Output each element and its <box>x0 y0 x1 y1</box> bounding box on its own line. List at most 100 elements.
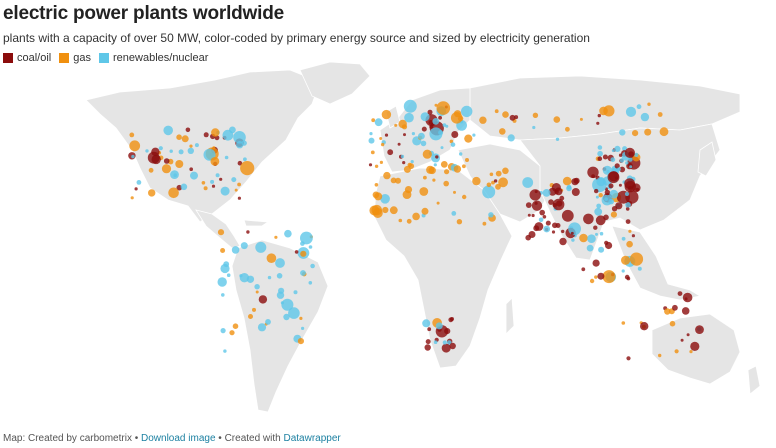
plant-marker-gas <box>370 150 375 155</box>
plant-marker-coal-oil <box>163 158 170 164</box>
plant-marker-coal-oil <box>593 225 598 230</box>
plant-marker-gas <box>374 164 379 168</box>
plant-marker-gas <box>669 320 676 327</box>
plant-marker-gas <box>211 128 220 137</box>
plant-marker-coal-oil <box>421 126 427 132</box>
plant-marker-renewables <box>608 198 614 205</box>
plant-marker-renewables <box>420 140 427 147</box>
plant-marker-renewables <box>222 129 234 141</box>
plant-marker-renewables <box>275 258 285 268</box>
plant-marker-coal-oil <box>534 222 544 231</box>
plant-marker-gas <box>248 314 253 319</box>
plant-marker-coal-oil <box>451 131 459 138</box>
plant-marker-renewables <box>507 134 515 142</box>
plant-marker-coal-oil <box>570 231 574 235</box>
plant-marker-gas <box>421 207 429 215</box>
plant-marker-gas <box>240 161 255 176</box>
plant-marker-renewables <box>440 146 444 150</box>
plant-marker-renewables <box>538 217 544 223</box>
plant-marker-renewables <box>568 222 581 236</box>
plant-marker-renewables <box>625 192 629 196</box>
plant-marker-coal-oil <box>384 133 389 137</box>
plant-marker-gas <box>299 316 303 320</box>
plant-marker-renewables <box>368 137 375 144</box>
plant-marker-gas <box>674 349 679 354</box>
plant-marker-coal-oil <box>614 163 620 169</box>
plant-marker-gas <box>626 240 633 248</box>
datawrapper-link[interactable]: Datawrapper <box>283 433 341 444</box>
plant-marker-coal-oil <box>559 195 565 201</box>
plant-marker-coal-oil <box>531 213 535 218</box>
plant-marker-coal-oil <box>690 341 700 351</box>
plant-marker-coal-oil <box>686 333 690 337</box>
plant-marker-gas <box>621 255 631 265</box>
plant-marker-gas <box>589 278 595 284</box>
plant-marker-gas <box>594 275 598 279</box>
plant-marker-coal-oil <box>185 127 191 133</box>
plant-marker-renewables <box>231 246 240 254</box>
plant-marker-gas <box>565 126 570 132</box>
plant-marker-gas <box>453 190 456 194</box>
plant-marker-renewables <box>595 195 599 199</box>
power-plant-markers <box>128 99 704 361</box>
coal-oil-swatch <box>3 53 13 63</box>
plant-marker-coal-oil <box>531 200 543 211</box>
plant-marker-gas <box>129 140 141 152</box>
plant-marker-gas <box>395 177 401 184</box>
plant-marker-renewables <box>145 149 149 153</box>
plant-marker-coal-oil <box>441 343 451 353</box>
plant-marker-coal-oil <box>681 307 690 315</box>
plant-marker-renewables <box>543 225 551 233</box>
plant-marker-renewables <box>621 269 625 273</box>
plant-marker-renewables <box>240 242 248 250</box>
plant-marker-coal-oil <box>189 167 193 171</box>
plant-marker-renewables <box>606 169 610 174</box>
plant-marker-renewables <box>169 149 173 153</box>
plant-marker-gas <box>129 132 135 138</box>
plant-marker-renewables <box>611 149 615 153</box>
plant-marker-renewables <box>450 142 456 147</box>
plant-marker-gas <box>502 111 509 118</box>
plant-marker-renewables <box>610 157 616 163</box>
plant-marker-gas <box>443 180 450 187</box>
plant-marker-coal-oil <box>555 223 561 228</box>
plant-marker-gas <box>266 253 277 263</box>
plant-marker-renewables <box>617 167 621 172</box>
plant-marker-coal-oil <box>607 171 620 184</box>
plant-marker-coal-oil <box>539 209 545 216</box>
plant-marker-renewables <box>429 127 443 141</box>
plant-marker-gas <box>432 178 436 182</box>
plant-marker-coal-oil <box>604 189 611 196</box>
plant-marker-renewables <box>220 328 226 334</box>
plant-marker-renewables <box>404 112 414 123</box>
plant-marker-coal-oil <box>592 259 600 267</box>
legend-item-coal-oil: coal/oil <box>3 52 51 64</box>
plant-marker-gas <box>462 194 467 200</box>
plant-marker-renewables <box>293 290 298 295</box>
plant-marker-gas <box>621 321 626 325</box>
plant-marker-coal-oil <box>548 199 554 205</box>
download-image-link[interactable]: Download image <box>141 433 216 444</box>
plant-marker-coal-oil <box>571 188 580 196</box>
plant-marker-gas <box>464 134 473 143</box>
plant-marker-renewables <box>187 147 194 154</box>
plant-marker-gas <box>189 144 193 148</box>
plant-marker-coal-oil <box>571 178 579 186</box>
plant-marker-gas <box>203 186 208 191</box>
plant-marker-gas <box>380 142 385 147</box>
plant-marker-renewables <box>403 99 417 113</box>
plant-marker-renewables <box>619 129 626 136</box>
plant-marker-renewables <box>587 234 596 243</box>
plant-marker-gas <box>495 170 502 177</box>
plant-marker-gas <box>381 109 392 120</box>
plant-marker-renewables <box>284 229 292 238</box>
plant-marker-gas <box>628 229 632 233</box>
plant-marker-gas <box>486 182 492 188</box>
plant-marker-coal-oil <box>211 184 216 188</box>
plant-marker-coal-oil <box>534 201 538 205</box>
plant-marker-renewables <box>447 340 452 345</box>
plant-marker-gas <box>232 323 239 330</box>
plant-marker-renewables <box>597 145 603 150</box>
plant-marker-gas <box>423 175 427 180</box>
